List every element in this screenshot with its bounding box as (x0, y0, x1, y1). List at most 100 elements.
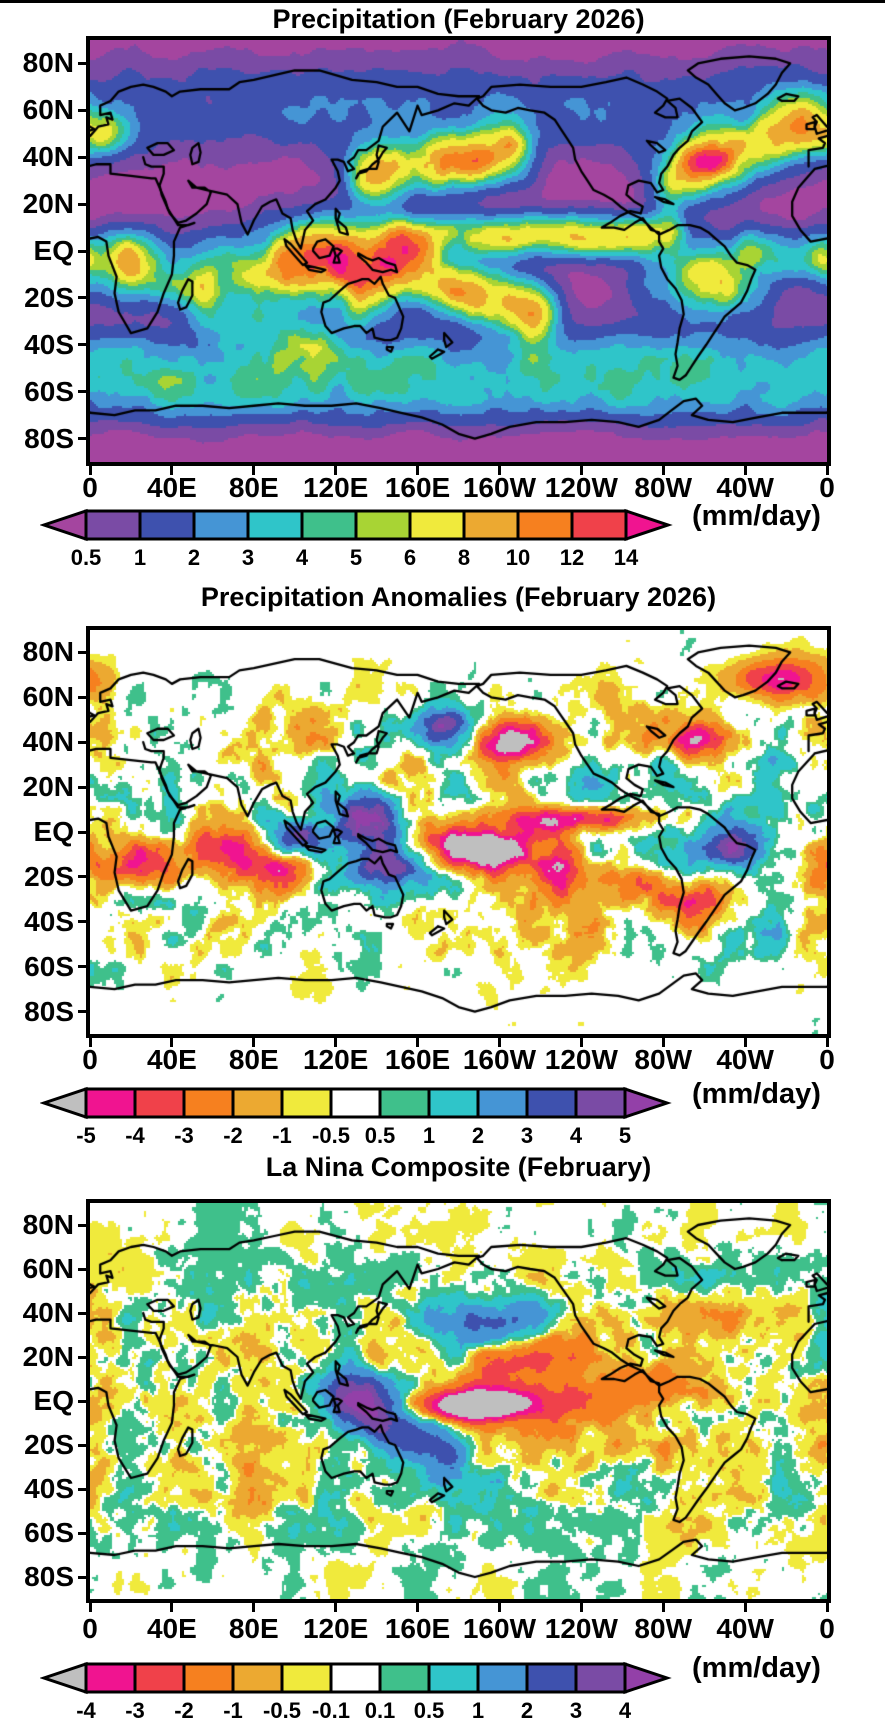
y-axis-tick (78, 785, 87, 789)
x-tick-label: 160W (462, 472, 537, 503)
colorbar-box (182, 1087, 235, 1119)
y-tick-label: 80N (22, 636, 74, 668)
y-tick-label: 20N (22, 1341, 74, 1372)
colorbar-tick-label: -2 (174, 1698, 194, 1723)
colorbar-tick-label: -4 (125, 1123, 145, 1148)
y-tick-label: 80S (24, 995, 74, 1027)
colorbar-arrow (623, 1086, 672, 1120)
colorbar-box (476, 1662, 529, 1694)
x-axis-tick (825, 466, 829, 475)
x-axis-tick (334, 1603, 338, 1612)
x-tick-label: 160W (462, 1044, 537, 1075)
colorbar-tick-label: 5 (350, 545, 362, 570)
colorbar-tick-label: 4 (619, 1698, 632, 1723)
colorbar-box (329, 1662, 382, 1694)
colorbar-tick-label: 5 (619, 1123, 631, 1148)
x-tick-label: 160E (384, 472, 451, 503)
x-axis-tick (334, 1038, 338, 1047)
x-tick-label: 40E (146, 1044, 197, 1075)
colorbar-tick-label: -0.5 (312, 1123, 350, 1148)
y-tick-label: EQ (33, 1385, 74, 1416)
colorbar-box (192, 509, 250, 541)
x-tick-label: 40E (146, 1613, 197, 1644)
x-tick-label: 80W (634, 1044, 692, 1075)
colorbar-tick-label: 2 (472, 1123, 484, 1148)
colorbar-tick-label: 0.5 (414, 1698, 445, 1723)
x-axis-tick (497, 1038, 501, 1047)
panel3-units-label: (mm/day) (692, 1652, 821, 1684)
panel2-map-frame (86, 626, 831, 1038)
y-axis-tick (78, 202, 87, 206)
x-axis-tick (579, 1603, 583, 1612)
x-tick-label: 120W (544, 472, 618, 503)
x-axis-tick (252, 1038, 256, 1047)
x-axis-tick (579, 466, 583, 475)
x-tick-label: 80W (634, 472, 692, 503)
y-axis-tick (78, 830, 87, 834)
y-axis-tick (78, 695, 87, 699)
y-tick-label: 60S (24, 950, 74, 982)
y-tick-label: 80N (22, 1209, 74, 1240)
y-tick-label: 60N (22, 681, 74, 713)
y-tick-label: 80S (24, 1561, 74, 1592)
y-axis-tick (78, 1399, 87, 1403)
colorbar-tick-label: -1 (223, 1698, 243, 1723)
y-axis-tick (78, 875, 87, 879)
colorbar-box (462, 509, 520, 541)
x-axis-tick (170, 1603, 174, 1612)
x-axis-tick (88, 1038, 92, 1047)
x-tick-label: 160W (462, 1613, 537, 1644)
y-tick-label: 80N (22, 47, 74, 79)
colorbar-tick-label: -0.1 (312, 1698, 350, 1723)
colorbar-box (427, 1087, 480, 1119)
x-tick-label: 0 (82, 472, 98, 503)
y-axis-tick (78, 343, 87, 347)
y-tick-label: 20N (22, 188, 74, 220)
x-axis-tick (743, 1038, 747, 1047)
panel1-title: Precipitation (February 2026) (272, 4, 645, 34)
colorbar-tick-label: 8 (458, 545, 470, 570)
colorbar-box (378, 1662, 431, 1694)
x-tick-label: 160E (384, 1613, 451, 1644)
colorbar-tick-label: 1 (472, 1698, 484, 1723)
colorbar-arrow (40, 1086, 88, 1120)
y-axis-tick (78, 965, 87, 969)
panel1-colorbar: 0.5 1 2 3 4 5 6 8 10 12 14 (40, 508, 673, 570)
x-axis-tick (661, 466, 665, 475)
colorbar-tick-label: 14 (614, 545, 639, 570)
colorbar-box (84, 1087, 137, 1119)
x-axis-tick (334, 466, 338, 475)
colorbar-tick-label: 12 (560, 545, 584, 570)
colorbar-tick-label: 1 (423, 1123, 435, 1148)
x-tick-label: 80W (634, 1613, 692, 1644)
y-tick-label: EQ (33, 235, 74, 266)
colorbar-arrow (623, 1661, 672, 1695)
panel3-title: La Nina Composite (February) (265, 1152, 652, 1182)
x-tick-label: 80E (228, 1044, 279, 1075)
colorbar-box (182, 1662, 235, 1694)
y-tick-label: 20S (24, 860, 74, 892)
x-tick-label: 40W (716, 1613, 774, 1644)
x-tick-label: 40W (716, 1044, 774, 1075)
x-axis-tick (743, 466, 747, 475)
colorbar-tick-label: 2 (188, 545, 200, 570)
y-tick-label: 40S (24, 328, 74, 360)
y-axis-tick (78, 61, 87, 65)
x-tick-label: 0 (82, 1044, 98, 1075)
colorbar-tick-label: 10 (506, 545, 530, 570)
colorbar-box (378, 1087, 431, 1119)
colorbar-box (231, 1662, 284, 1694)
y-axis-tick (78, 296, 87, 300)
colorbar-tick-label: 0.5 (71, 545, 102, 570)
y-axis-tick (78, 740, 87, 744)
colorbar-box (354, 509, 412, 541)
x-axis-tick (170, 1038, 174, 1047)
x-axis-tick (661, 1603, 665, 1612)
colorbar-box (280, 1662, 333, 1694)
y-tick-label: 60N (22, 1253, 74, 1284)
y-axis-tick (78, 1010, 87, 1014)
y-axis-tick (78, 920, 87, 924)
panel2-map-canvas (90, 630, 827, 1034)
y-axis-tick (78, 1487, 87, 1491)
colorbar-arrow (40, 508, 88, 542)
